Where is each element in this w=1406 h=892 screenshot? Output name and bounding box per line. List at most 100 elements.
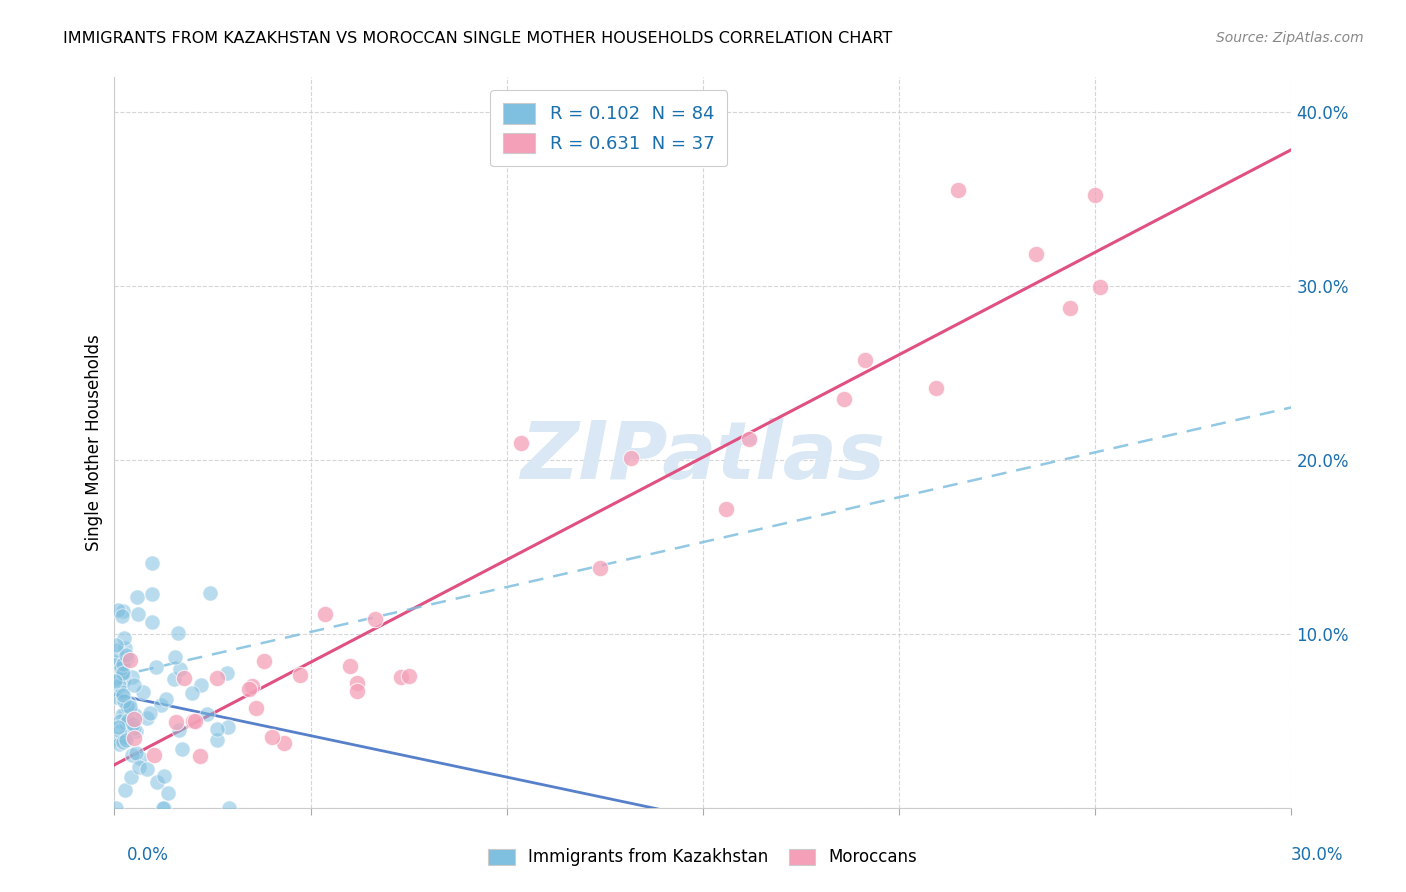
Point: [110, 609, 132, 624]
Point: [118, 696, 141, 710]
Point: [142, 748, 165, 763]
Point: [122, 731, 145, 745]
Point: [114, 783, 136, 797]
Point: [115, 650, 138, 665]
Point: [135, 763, 157, 777]
Point: [346, 676, 368, 690]
Point: [121, 747, 143, 762]
Point: [111, 684, 134, 698]
Point: [112, 688, 135, 702]
Point: [183, 714, 205, 728]
Point: [169, 662, 191, 676]
Text: IMMIGRANTS FROM KAZAKHSTAN VS MOROCCAN SINGLE MOTHER HOUSEHOLDS CORRELATION CHAR: IMMIGRANTS FROM KAZAKHSTAN VS MOROCCAN S…: [63, 31, 893, 46]
Point: [205, 671, 228, 685]
Point: [195, 706, 218, 721]
Point: [188, 749, 211, 764]
Point: [127, 607, 149, 622]
Point: [240, 679, 263, 693]
Point: [389, 670, 412, 684]
Legend: Immigrants from Kazakhstan, Moroccans: Immigrants from Kazakhstan, Moroccans: [482, 842, 924, 873]
Point: [111, 657, 134, 671]
Point: [110, 661, 132, 675]
Point: [118, 652, 141, 666]
Point: [339, 659, 361, 673]
Point: [509, 436, 531, 450]
Point: [114, 707, 136, 722]
Point: [115, 698, 138, 713]
Legend: R = 0.102  N = 84, R = 0.631  N = 37: R = 0.102 N = 84, R = 0.631 N = 37: [491, 90, 727, 166]
Point: [108, 714, 131, 729]
Point: [167, 625, 190, 640]
Point: [215, 666, 238, 681]
Point: [136, 711, 159, 725]
Text: ZIPatlas: ZIPatlas: [520, 418, 886, 496]
Point: [104, 674, 127, 689]
Point: [107, 720, 129, 734]
Point: [238, 682, 260, 697]
Point: [364, 612, 387, 626]
Point: [104, 655, 127, 669]
Point: [738, 432, 761, 446]
Point: [181, 686, 204, 700]
Point: [173, 671, 195, 685]
Point: [253, 654, 276, 668]
Point: [107, 672, 129, 686]
Point: [205, 722, 228, 736]
Point: [115, 733, 138, 747]
Point: [153, 769, 176, 783]
Point: [111, 735, 134, 749]
Point: [112, 655, 135, 669]
Point: [853, 353, 876, 368]
Point: [150, 698, 173, 712]
Point: [832, 392, 855, 406]
Point: [112, 673, 135, 687]
Point: [122, 717, 145, 731]
Point: [924, 382, 946, 396]
Point: [112, 604, 135, 618]
Point: [273, 736, 295, 750]
Point: [169, 723, 191, 738]
Point: [124, 707, 146, 722]
Point: [104, 732, 127, 747]
Point: [115, 716, 138, 731]
Text: 30.0%: 30.0%: [1291, 846, 1343, 863]
Point: [141, 587, 163, 601]
Point: [104, 800, 127, 814]
Point: [114, 731, 136, 745]
Point: [111, 665, 134, 680]
Point: [1084, 188, 1107, 202]
Point: [117, 713, 139, 727]
Point: [105, 643, 128, 657]
Point: [1059, 301, 1081, 316]
Point: [346, 684, 368, 698]
Point: [398, 668, 420, 682]
Point: [181, 714, 204, 728]
Point: [141, 615, 163, 629]
Point: [262, 730, 284, 744]
Point: [120, 699, 142, 714]
Point: [165, 715, 187, 730]
Point: [107, 603, 129, 617]
Point: [145, 660, 167, 674]
Point: [163, 649, 186, 664]
Point: [153, 800, 176, 814]
Point: [122, 678, 145, 692]
Point: [110, 723, 132, 738]
Point: [111, 707, 134, 722]
Point: [1088, 279, 1111, 293]
Point: [128, 760, 150, 774]
Point: [314, 607, 336, 621]
Point: [112, 632, 135, 646]
Point: [111, 666, 134, 681]
Point: [139, 706, 162, 720]
Point: [127, 591, 149, 605]
Point: [152, 800, 174, 814]
Point: [290, 668, 312, 682]
Point: [115, 648, 138, 662]
Point: [112, 694, 135, 708]
Point: [156, 786, 179, 800]
Point: [170, 742, 193, 756]
Point: [107, 737, 129, 751]
Y-axis label: Single Mother Households: Single Mother Households: [86, 334, 103, 551]
Text: 0.0%: 0.0%: [127, 846, 169, 863]
